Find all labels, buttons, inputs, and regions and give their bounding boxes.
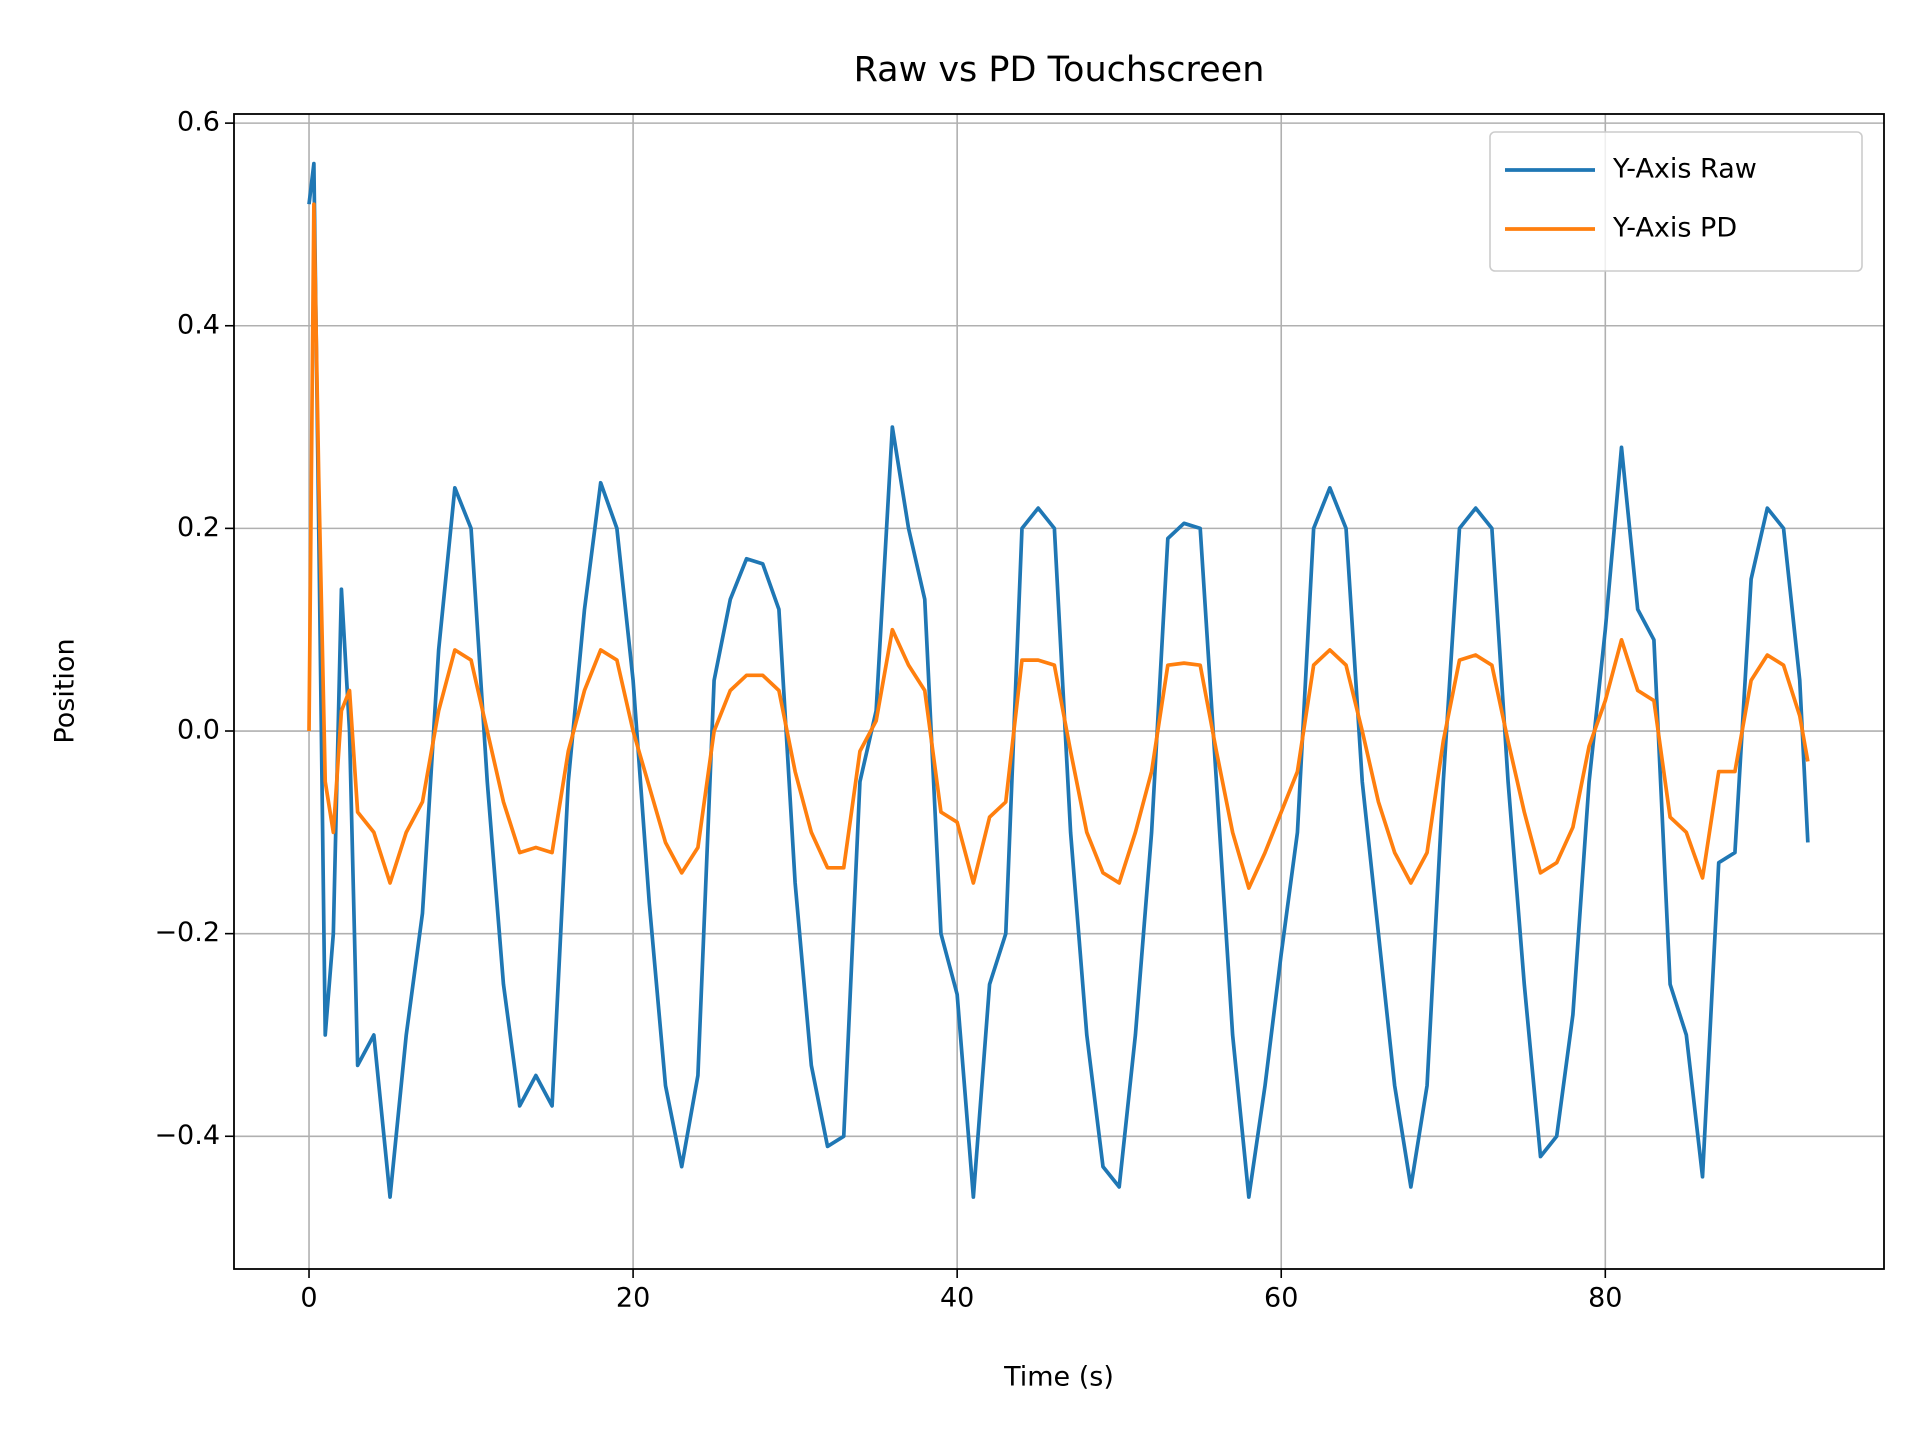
- x-tick-label: 80: [1588, 1283, 1622, 1314]
- y-axis-label: Position: [50, 638, 81, 743]
- data-line: [307, 202, 1810, 890]
- y-tick-label: 0.0: [177, 715, 220, 746]
- y-tick-label: 0.4: [177, 309, 220, 340]
- legend-box: [1489, 131, 1863, 272]
- legend-label: Y-Axis PD: [1612, 213, 1737, 244]
- y-tick-label: −0.4: [154, 1120, 220, 1151]
- x-tick-label: 20: [616, 1283, 650, 1314]
- y-tick-label: 0.2: [177, 512, 220, 543]
- legend-label: Y-Axis Raw: [1612, 154, 1757, 185]
- y-tick-label: −0.2: [154, 917, 220, 948]
- x-tick-label: 60: [1264, 1283, 1298, 1314]
- y-tick-label: 0.6: [177, 107, 220, 138]
- x-tick-label: 40: [940, 1283, 974, 1314]
- data-line: [307, 161, 1810, 1199]
- chart-title: Raw vs PD Touchscreen: [854, 50, 1265, 90]
- x-axis-label: Time (s): [1003, 1362, 1114, 1393]
- plot-frame: [233, 113, 1885, 1270]
- x-tick-label: 0: [300, 1283, 317, 1314]
